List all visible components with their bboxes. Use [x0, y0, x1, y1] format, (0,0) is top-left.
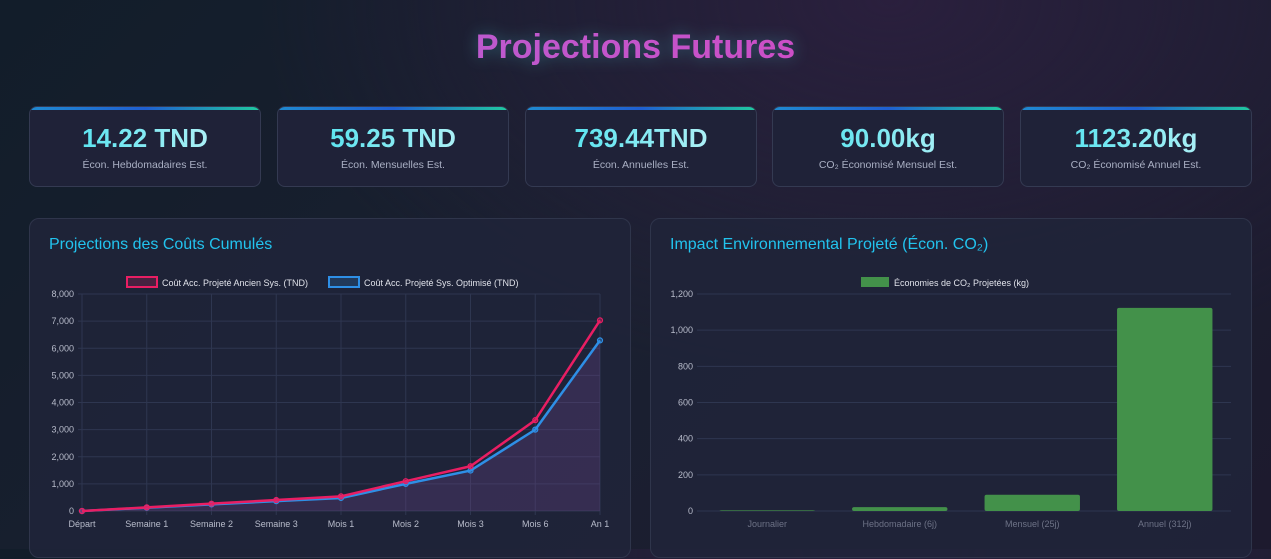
- y-tick-label: 1,200: [670, 289, 693, 299]
- bar: [984, 494, 1080, 511]
- y-tick-label: 800: [678, 361, 693, 371]
- stat-value: 14.22 TND: [30, 123, 260, 154]
- data-point: [78, 507, 86, 515]
- stat-card-weekly-savings: 14.22 TND Écon. Hebdomadaires Est.: [29, 106, 261, 187]
- legend-label: Coût Acc. Projeté Sys. Optimisé (TND): [364, 278, 519, 288]
- y-tick-label: 3,000: [51, 425, 74, 435]
- stat-label: Écon. Annuelles Est.: [592, 159, 690, 171]
- stat-card-monthly-savings: 59.25 TND Écon. Mensuelles Est.: [277, 106, 509, 187]
- bar-chart: 0 200 400 600 800 1,000 1,200 Économies de CO₂ …: [670, 277, 1231, 529]
- y-tick-label: 1,000: [51, 479, 74, 489]
- data-point: [208, 500, 215, 507]
- x-tick-label: Mois 1: [328, 519, 355, 529]
- y-tick-label: 5,000: [51, 370, 74, 380]
- series-area: [82, 340, 600, 511]
- data-point: [532, 426, 539, 433]
- y-tick-label: 2,000: [51, 452, 74, 462]
- legend-swatch: [126, 276, 158, 288]
- data-point: [143, 504, 150, 511]
- x-tick-label: Hebdomadaire (6j): [862, 519, 937, 529]
- stat-value: 739.44TND: [526, 123, 756, 154]
- y-tick-label: 400: [678, 434, 693, 444]
- data-point: [467, 463, 474, 470]
- legend-swatch: [861, 277, 889, 287]
- panel-title: Impact Environnemental Projeté (Écon. CO…: [670, 236, 989, 253]
- bar: [1117, 307, 1213, 511]
- x-tick-label: Semaine 2: [190, 519, 233, 529]
- y-tick-label: 4,000: [51, 398, 74, 408]
- x-tick-label: An 1: [591, 519, 610, 529]
- x-tick-label: Mois 2: [392, 519, 419, 529]
- y-tick-label: 8,000: [51, 289, 74, 299]
- legend-swatch: [328, 276, 360, 288]
- x-tick-label: Mois 3: [457, 519, 484, 529]
- data-point: [467, 467, 474, 474]
- bar: [852, 507, 948, 511]
- stat-card-annual-savings: 739.44TND Écon. Annuelles Est.: [525, 106, 757, 187]
- line-chart: 0 1,000 2,000 3,000 4,000 5,000 6,000 7,000 8,00…: [51, 276, 610, 529]
- x-tick-label: Mensuel (25j): [1005, 519, 1060, 529]
- series-line: [81, 319, 602, 513]
- y-tick-label: 0: [69, 506, 74, 516]
- y-tick-label: 200: [678, 470, 693, 480]
- x-tick-label: Semaine 1: [125, 519, 168, 529]
- data-point: [596, 317, 604, 324]
- data-point: [532, 417, 539, 424]
- y-tick-label: 1,000: [670, 325, 693, 335]
- panel-title: Projections des Coûts Cumulés: [49, 236, 273, 253]
- x-tick-label: Semaine 3: [255, 519, 298, 529]
- y-tick-label: 600: [678, 398, 693, 408]
- y-tick-label: 0: [688, 506, 693, 516]
- data-point: [596, 337, 604, 344]
- stat-label: Écon. Mensuelles Est.: [341, 159, 445, 171]
- stat-card-monthly-co2: 90.00kg CO₂ Économisé Mensuel Est.: [772, 106, 1004, 187]
- page-title: Projections Futures: [0, 28, 1271, 67]
- stat-value: 90.00kg: [773, 123, 1003, 154]
- legend-label: Coût Acc. Projeté Ancien Sys. (TND): [162, 278, 308, 288]
- stat-value: 59.25 TND: [278, 123, 508, 154]
- co2-impact-panel: Impact Environnemental Projeté (Écon. CO…: [650, 218, 1252, 558]
- stat-label: CO₂ Économisé Mensuel Est.: [818, 159, 958, 171]
- stat-value: 1123.20kg: [1021, 123, 1251, 154]
- x-tick-label: Annuel (312j): [1138, 519, 1192, 529]
- legend-label: Économies de CO₂ Projetées (kg): [894, 278, 1029, 288]
- stat-label: Écon. Hebdomadaires Est.: [82, 159, 208, 171]
- data-point: [273, 496, 280, 504]
- data-point: [337, 493, 345, 500]
- stat-label: CO₂ Économisé Annuel Est.: [1070, 159, 1202, 171]
- y-tick-label: 6,000: [51, 343, 74, 353]
- y-tick-label: 7,000: [51, 316, 74, 326]
- x-tick-label: Journalier: [747, 519, 787, 529]
- cost-projection-panel: Projections des Coûts Cumulés 0 1,000 2,00…: [29, 218, 631, 558]
- data-point: [402, 478, 409, 485]
- x-tick-label: Mois 6: [522, 519, 549, 529]
- bar: [719, 510, 815, 511]
- x-tick-label: Départ: [68, 519, 96, 529]
- stat-card-annual-co2: 1123.20kg CO₂ Économisé Annuel Est.: [1020, 106, 1252, 187]
